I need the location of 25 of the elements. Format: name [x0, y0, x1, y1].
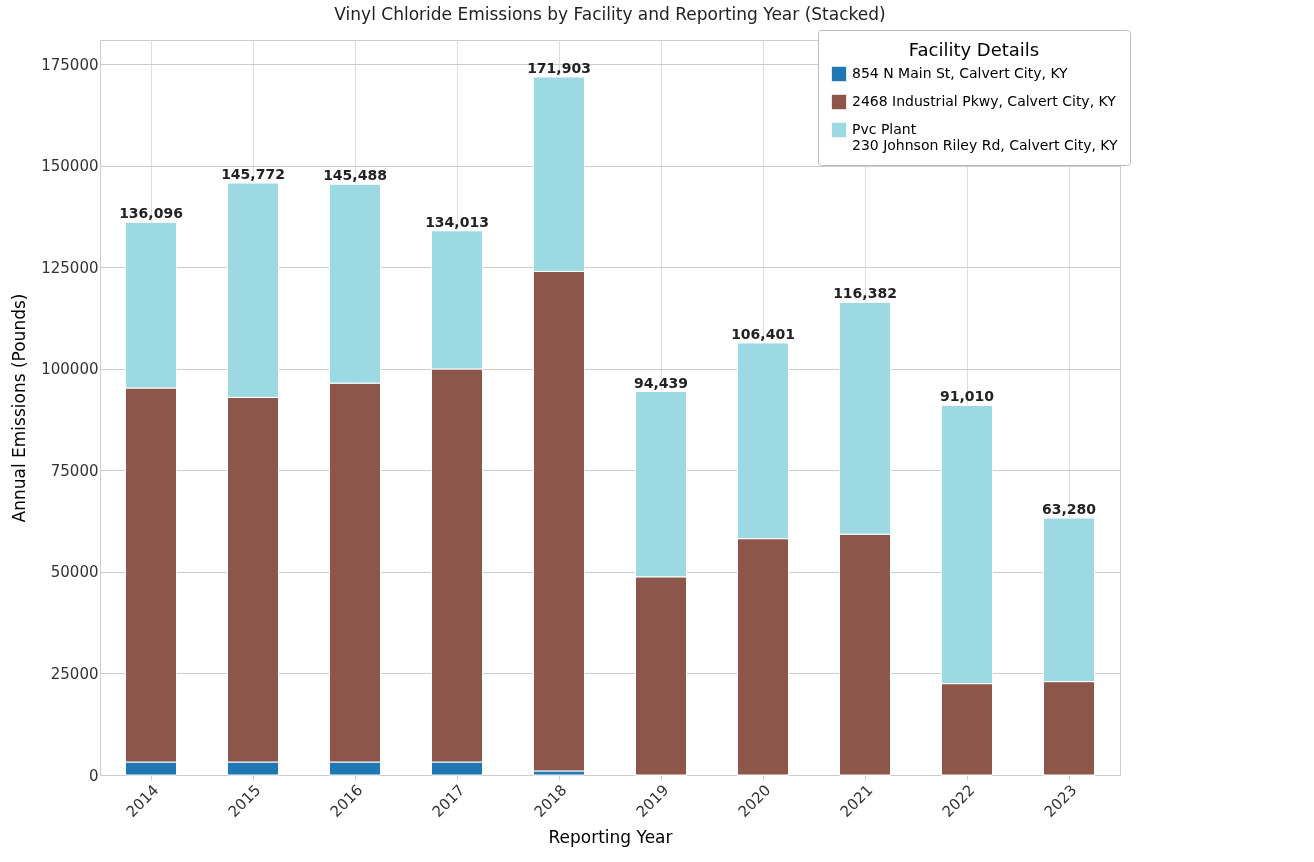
legend-label: 854 N Main St, Calvert City, KY	[852, 65, 1069, 81]
total-label: 94,439	[633, 374, 689, 391]
total-label: 116,382	[833, 285, 897, 302]
x-axis-title: Reporting Year	[548, 827, 673, 848]
total-label: 106,401	[731, 325, 795, 342]
total-label: 145,772	[221, 166, 285, 183]
total-label: 91,010	[939, 388, 995, 405]
y-tick-label: 100000	[41, 360, 99, 379]
y-tick-label: 0	[88, 766, 99, 785]
y-tick-label: 25000	[50, 664, 99, 683]
total-label: 145,488	[323, 167, 387, 184]
legend-title: Facility Details	[908, 39, 1040, 60]
y-axis-title: Annual Emissions (Pounds)	[9, 293, 30, 523]
legend-label: 2468 Industrial Pkwy, Calvert City, KY	[852, 93, 1117, 109]
total-label: 134,013	[425, 213, 489, 230]
y-tick-label: 50000	[50, 563, 99, 582]
total-label: 136,096	[119, 205, 183, 222]
legend-label: Pvc Plant 230 Johnson Riley Rd, Calvert City, KY	[852, 121, 1119, 153]
y-tick-label: 125000	[41, 258, 99, 277]
y-tick-label: 75000	[50, 461, 99, 480]
y-tick-label: 175000	[41, 55, 99, 74]
total-label: 63,280	[1041, 501, 1097, 518]
chart-title: Vinyl Chloride Emissions by Facility and Reporting Year (Stacked)	[334, 3, 886, 24]
total-label: 171,903	[527, 59, 591, 76]
y-tick-label: 150000	[41, 157, 99, 176]
